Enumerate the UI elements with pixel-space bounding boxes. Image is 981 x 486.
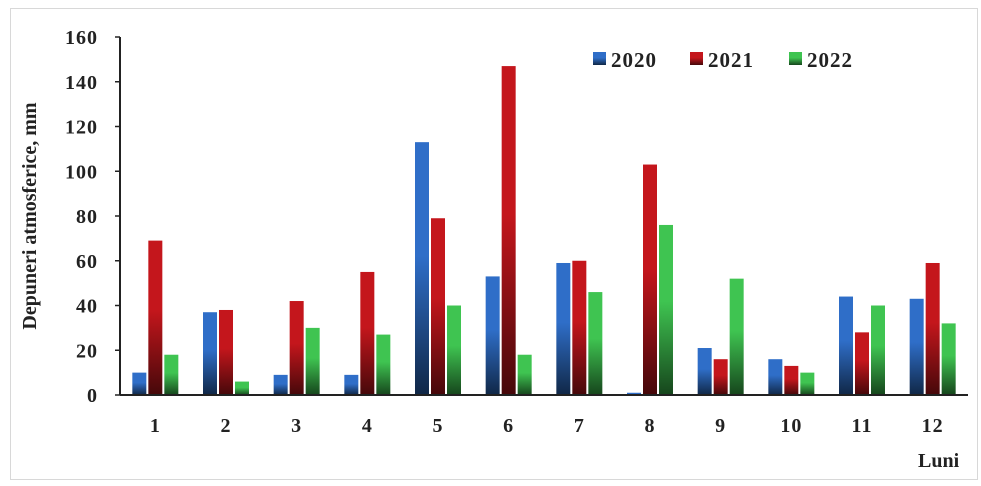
bar-2022-12: [941, 323, 956, 395]
bars-layer: [132, 66, 956, 396]
bar-2022-7: [588, 292, 603, 395]
bar-2021-11: [855, 332, 869, 395]
bar-2020-10: [768, 359, 783, 395]
x-tick-label: 1: [150, 415, 161, 437]
bar-2022-3: [305, 327, 320, 395]
bar-2022-6: [517, 354, 532, 395]
y-tick-label: 20: [76, 340, 98, 362]
bar-2020-2: [203, 312, 217, 395]
bar-2020-1: [132, 372, 147, 395]
bar-2021-3: [289, 301, 304, 395]
bar-2021-4: [360, 271, 375, 395]
y-axis-title: Depuneri atmosferice, mm: [19, 102, 41, 329]
x-tick-label: 10: [780, 415, 802, 437]
bar-2022-5: [447, 305, 461, 395]
bar-2020-5: [415, 142, 429, 395]
x-tick-label: 11: [852, 415, 873, 437]
y-tick-label: 100: [65, 161, 98, 183]
bar-2020-12: [909, 298, 924, 395]
bar-2022-4: [376, 334, 391, 395]
y-tick-label: 60: [76, 251, 98, 273]
legend-swatch-2022: [789, 52, 802, 65]
bar-2021-1: [148, 240, 163, 395]
bar-2020-3: [273, 374, 288, 395]
bar-2021-10: [784, 365, 799, 395]
bar-2021-8: [643, 164, 657, 395]
y-tick-label: 160: [65, 27, 98, 49]
y-tick-label: 40: [76, 296, 98, 318]
bar-2021-5: [431, 218, 445, 395]
legend: 2020 2021 2022: [593, 48, 853, 72]
bar-2020-4: [344, 374, 359, 395]
x-axis-title: Luni: [918, 450, 960, 472]
legend-swatch-2020: [593, 52, 606, 65]
x-tick-label: 5: [433, 415, 444, 437]
bar-2022-11: [871, 305, 885, 395]
legend-swatch-2021: [690, 52, 703, 65]
bar-2020-8: [627, 392, 641, 395]
bar-2022-10: [800, 372, 815, 395]
x-tick-label: 7: [574, 415, 585, 437]
bar-2021-6: [501, 66, 516, 396]
y-tick-label: 80: [76, 206, 98, 228]
x-tick-label: 12: [922, 415, 944, 437]
x-tick-label: 4: [362, 415, 373, 437]
y-tick-label: 120: [65, 117, 98, 139]
x-tick-label: 9: [715, 415, 726, 437]
x-tick-label: 2: [221, 415, 232, 437]
legend-label-2021: 2021: [708, 48, 754, 72]
bar-2020-7: [556, 262, 571, 395]
legend-label-2020: 2020: [611, 48, 657, 72]
bar-2021-9: [713, 359, 728, 395]
bar-2022-9: [729, 278, 744, 395]
bar-2022-2: [235, 381, 249, 395]
bar-2022-8: [659, 224, 673, 395]
bar-2021-7: [572, 260, 587, 395]
y-tick-label: 140: [65, 72, 98, 94]
bar-2022-1: [164, 354, 179, 395]
x-tick-label: 3: [291, 415, 302, 437]
bar-2020-9: [697, 348, 712, 395]
bar-2021-12: [925, 262, 940, 395]
y-tick-label: 0: [87, 385, 98, 407]
chart-frame: [10, 8, 978, 480]
x-tick-label: 6: [503, 415, 514, 437]
bar-2021-2: [219, 309, 233, 395]
bar-2020-11: [839, 296, 853, 395]
bar-2020-6: [485, 276, 500, 395]
legend-label-2022: 2022: [807, 48, 853, 72]
x-tick-label: 8: [645, 415, 656, 437]
